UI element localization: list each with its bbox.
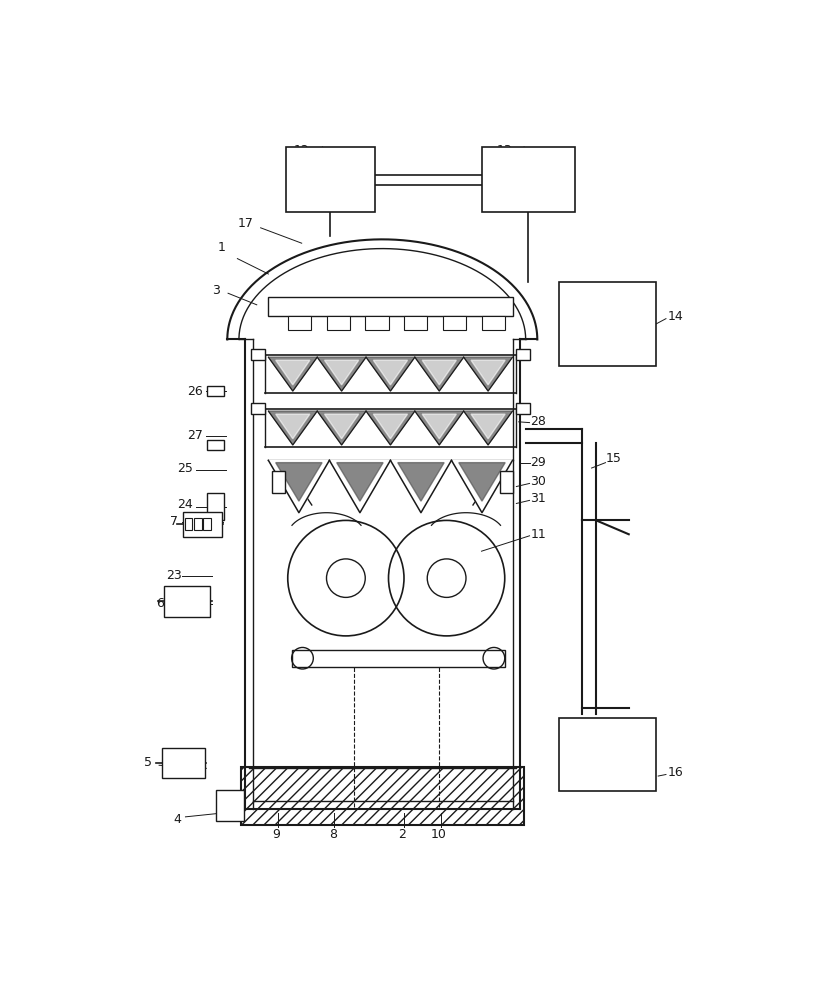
Polygon shape	[374, 414, 408, 439]
Bar	[559, 282, 656, 366]
Text: 17: 17	[237, 217, 253, 230]
Polygon shape	[452, 460, 513, 513]
Polygon shape	[464, 357, 513, 391]
Bar	[185, 518, 192, 530]
Text: 26: 26	[187, 385, 203, 398]
Text: 9: 9	[272, 828, 280, 841]
Polygon shape	[415, 357, 464, 391]
Text: 28: 28	[530, 415, 546, 428]
Text: 12: 12	[294, 144, 309, 157]
Text: 25: 25	[177, 462, 194, 475]
Polygon shape	[325, 360, 359, 385]
Text: 3: 3	[212, 284, 221, 297]
Polygon shape	[325, 414, 359, 439]
Bar	[217, 790, 243, 821]
Text: 6: 6	[156, 597, 164, 610]
Bar	[288, 316, 311, 330]
Bar	[183, 512, 222, 537]
Bar	[482, 316, 505, 330]
Bar	[251, 349, 265, 360]
Polygon shape	[269, 357, 317, 391]
Bar	[365, 316, 388, 330]
Polygon shape	[471, 414, 505, 439]
Polygon shape	[398, 463, 444, 501]
Polygon shape	[366, 357, 415, 391]
Polygon shape	[415, 411, 464, 445]
Polygon shape	[276, 414, 310, 439]
Bar	[194, 518, 202, 530]
Text: 1: 1	[218, 241, 225, 254]
Bar	[242, 768, 523, 824]
Bar	[207, 493, 224, 520]
Bar	[164, 586, 210, 617]
Bar	[162, 748, 205, 778]
Polygon shape	[464, 411, 513, 445]
Text: 24: 24	[177, 498, 194, 512]
Polygon shape	[422, 414, 457, 439]
Bar	[269, 297, 513, 316]
Bar	[516, 349, 531, 360]
Polygon shape	[330, 460, 391, 513]
Text: 30: 30	[530, 475, 546, 488]
Text: 14: 14	[667, 310, 683, 323]
Polygon shape	[337, 463, 383, 501]
Text: 10: 10	[431, 828, 447, 841]
Bar	[287, 147, 375, 212]
Polygon shape	[276, 463, 322, 501]
Bar	[559, 718, 656, 791]
Bar	[443, 316, 466, 330]
Bar	[516, 403, 531, 414]
Text: 23: 23	[166, 569, 182, 582]
Text: 2: 2	[399, 828, 406, 841]
Bar	[326, 316, 350, 330]
Text: 4: 4	[173, 813, 181, 826]
Text: 13: 13	[497, 144, 513, 157]
Bar	[207, 386, 224, 396]
Polygon shape	[422, 360, 457, 385]
Polygon shape	[276, 360, 310, 385]
Bar	[500, 471, 513, 493]
Text: 16: 16	[667, 766, 683, 779]
Bar	[204, 518, 211, 530]
Text: 31: 31	[530, 492, 546, 505]
Polygon shape	[269, 460, 330, 513]
Polygon shape	[366, 411, 415, 445]
Text: 29: 29	[530, 456, 546, 469]
Polygon shape	[459, 463, 505, 501]
Bar	[251, 403, 265, 414]
Polygon shape	[317, 357, 366, 391]
Polygon shape	[269, 411, 317, 445]
Text: 8: 8	[329, 828, 337, 841]
Text: 27: 27	[186, 429, 203, 442]
Bar	[272, 471, 285, 493]
Text: 5: 5	[144, 756, 152, 769]
Bar	[241, 767, 524, 825]
Bar	[207, 440, 224, 450]
Bar	[291, 650, 505, 667]
Polygon shape	[471, 360, 505, 385]
Polygon shape	[317, 411, 366, 445]
Bar	[404, 316, 427, 330]
Polygon shape	[374, 360, 408, 385]
Text: 7: 7	[170, 515, 177, 528]
Polygon shape	[391, 460, 452, 513]
Text: 11: 11	[530, 528, 546, 541]
Text: 15: 15	[606, 452, 621, 465]
Bar	[482, 147, 575, 212]
